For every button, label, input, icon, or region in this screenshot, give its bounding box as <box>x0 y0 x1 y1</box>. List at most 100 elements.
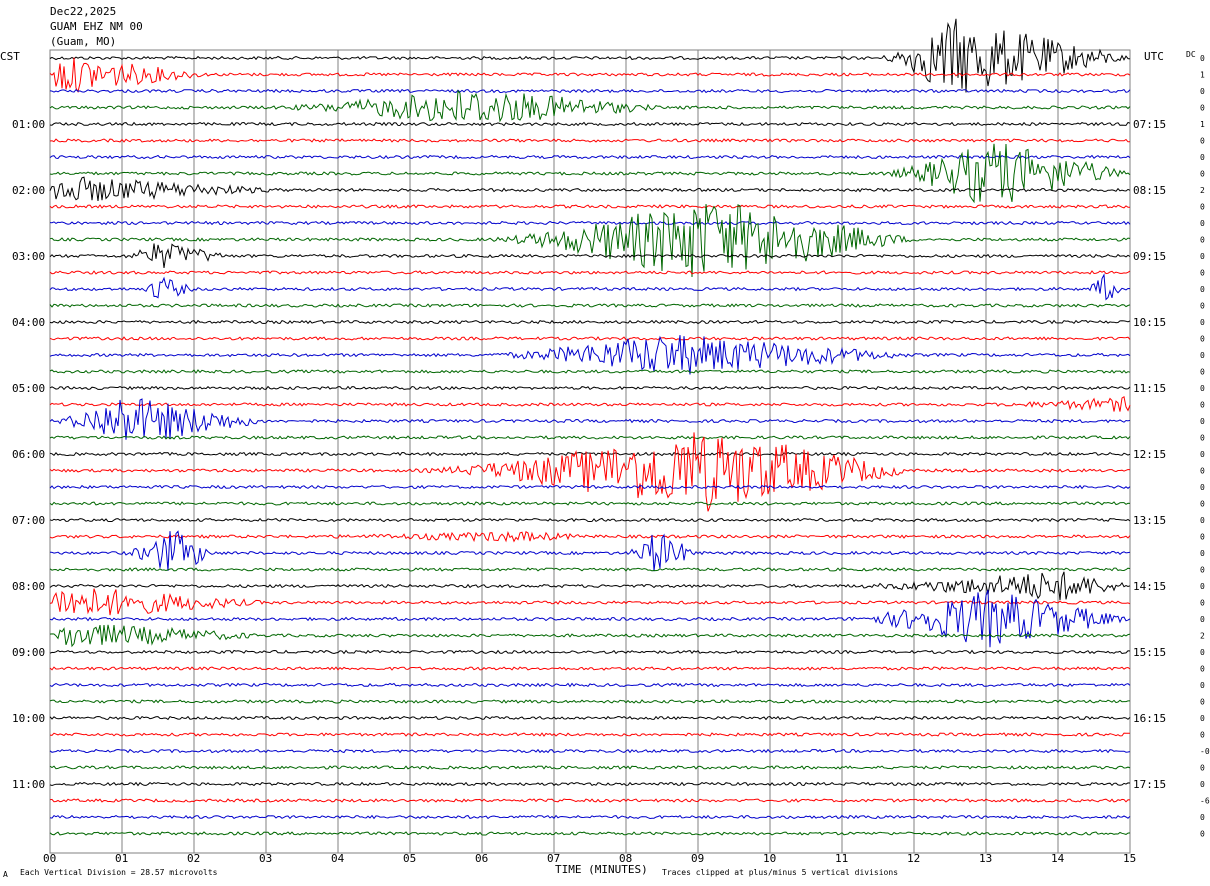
x-tick-label: 13 <box>979 852 992 865</box>
dc-offset-value: 0 <box>1200 104 1205 113</box>
trace-red-29 <box>49 531 1131 543</box>
x-tick-label: 02 <box>187 852 200 865</box>
cst-hour-label: 02:00 <box>12 184 45 197</box>
trace-green-27 <box>49 501 1131 506</box>
utc-hour-label: 12:15 <box>1133 448 1166 461</box>
x-tick-label: 05 <box>403 852 416 865</box>
dc-offset-value: 0 <box>1200 434 1205 443</box>
trace-green-31 <box>49 567 1131 572</box>
header-location: (Guam, MO) <box>50 35 116 48</box>
dc-offset-value: 0 <box>1200 549 1205 558</box>
dc-offset-value: 1 <box>1200 71 1205 80</box>
x-tick-label: 03 <box>259 852 272 865</box>
cst-hour-label: 11:00 <box>12 778 45 791</box>
dc-offset-value: 0 <box>1200 615 1205 624</box>
trace-green-15 <box>49 303 1131 308</box>
trace-blue-30 <box>49 530 1131 572</box>
utc-hour-label: 15:15 <box>1133 646 1166 659</box>
trace-green-11 <box>49 204 1131 278</box>
dc-offset-value: 0 <box>1200 830 1205 839</box>
trace-red-25 <box>49 432 1131 512</box>
trace-red-9 <box>49 204 1130 209</box>
trace-blue-34 <box>49 589 1131 648</box>
trace-red-45 <box>49 798 1131 803</box>
dc-offset-value: 0 <box>1200 516 1205 525</box>
dc-offset-value: 0 <box>1200 582 1205 591</box>
x-tick-label: 12 <box>907 852 920 865</box>
header-date: Dec22,2025 <box>50 5 116 18</box>
utc-hour-label: 14:15 <box>1133 580 1166 593</box>
cst-hour-label: 10:00 <box>12 712 45 725</box>
trace-black-0 <box>49 18 1131 93</box>
trace-red-1 <box>49 57 1131 93</box>
dc-offset-value: 0 <box>1200 467 1205 476</box>
dc-offset-value: -6 <box>1200 797 1210 806</box>
dc-offset-value: 0 <box>1200 170 1205 179</box>
cst-hour-label: 03:00 <box>12 250 45 263</box>
x-tick-label: 06 <box>475 852 488 865</box>
dc-offset-value: 0 <box>1200 483 1205 492</box>
dc-offset-value: 0 <box>1200 219 1205 228</box>
dc-offset-value: 0 <box>1200 450 1205 459</box>
trace-green-23 <box>49 435 1131 440</box>
trace-blue-14 <box>49 273 1131 301</box>
cst-hour-label: 04:00 <box>12 316 45 329</box>
dc-offset-value: 0 <box>1200 285 1205 294</box>
dc-offset-value: 0 <box>1200 813 1205 822</box>
trace-green-43 <box>49 765 1131 770</box>
trace-red-33 <box>49 588 1131 616</box>
x-tick-label: 00 <box>43 852 56 865</box>
utc-hour-label: 16:15 <box>1133 712 1166 725</box>
header-station: GUAM EHZ NM 00 <box>50 20 143 33</box>
trace-black-32 <box>49 571 1131 601</box>
dc-offset-value: 0 <box>1200 731 1205 740</box>
cst-hour-label: 07:00 <box>12 514 45 527</box>
trace-black-28 <box>49 517 1131 523</box>
trace-green-7 <box>49 143 1131 204</box>
dc-offset-value: 0 <box>1200 417 1205 426</box>
cst-hour-label: 01:00 <box>12 118 45 131</box>
trace-blue-6 <box>49 154 1131 160</box>
trace-black-40 <box>49 715 1131 721</box>
utc-hour-label: 10:15 <box>1133 316 1166 329</box>
x-tick-label: 07 <box>547 852 560 865</box>
trace-green-47 <box>49 831 1131 836</box>
x-tick-label: 10 <box>763 852 776 865</box>
dc-offset-value: 0 <box>1200 54 1205 63</box>
dc-offset-value: 1 <box>1200 120 1205 129</box>
dc-label: DC <box>1186 50 1196 59</box>
dc-offset-value: 0 <box>1200 87 1205 96</box>
utc-hour-label: 13:15 <box>1133 514 1166 527</box>
left-timezone-label: CST <box>0 50 20 63</box>
dc-offset-value: 0 <box>1200 698 1205 707</box>
utc-hour-label: 09:15 <box>1133 250 1166 263</box>
x-tick-label: 08 <box>619 852 632 865</box>
dc-offset-value: 0 <box>1200 269 1205 278</box>
trace-red-5 <box>49 138 1131 143</box>
dc-offset-value: 0 <box>1200 533 1205 542</box>
cst-hour-label: 05:00 <box>12 382 45 395</box>
dc-offset-value: 0 <box>1200 335 1205 344</box>
dc-offset-value: 0 <box>1200 137 1205 146</box>
trace-red-17 <box>49 336 1131 341</box>
trace-red-13 <box>49 270 1131 275</box>
trace-black-20 <box>49 385 1131 391</box>
x-tick-label: 15 <box>1123 852 1136 865</box>
trace-green-3 <box>49 89 1131 123</box>
dc-offset-value: 0 <box>1200 252 1205 261</box>
trace-black-24 <box>49 451 1131 457</box>
x-tick-label: 09 <box>691 852 704 865</box>
dc-offset-value: 0 <box>1200 153 1205 162</box>
trace-blue-10 <box>49 220 1131 226</box>
dc-offset-value: 0 <box>1200 599 1205 608</box>
trace-black-16 <box>49 319 1131 325</box>
x-tick-label: 11 <box>835 852 848 865</box>
dc-offset-value: 0 <box>1200 566 1205 575</box>
trace-red-37 <box>49 666 1131 671</box>
trace-red-21 <box>49 396 1131 412</box>
utc-hour-label: 07:15 <box>1133 118 1166 131</box>
trace-blue-26 <box>49 484 1131 490</box>
corner-mark: A <box>3 870 8 879</box>
